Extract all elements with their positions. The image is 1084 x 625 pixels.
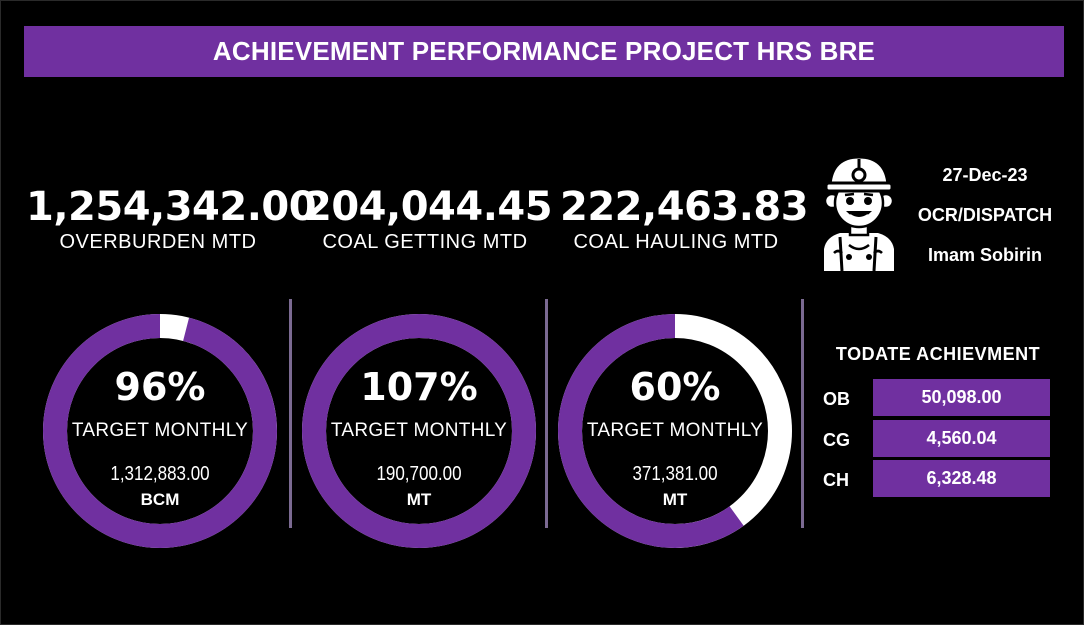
donut-chart [302, 314, 536, 548]
gauge-percent: 96% [114, 365, 206, 409]
gauge-coal-hauling: 60% TARGET MONTHLY 371,381.00 MT [556, 312, 794, 550]
divider [545, 299, 548, 528]
gauge-unit: MT [406, 490, 432, 509]
gauge-percent: 60% [629, 365, 721, 409]
donut-chart [558, 314, 792, 548]
kpi-overburden: 1,254,342.00 OVERBURDEN MTD [26, 184, 317, 254]
kpi-label: COAL GETTING MTD [322, 231, 528, 253]
gauge-target: 1,312,883.00 [110, 463, 210, 485]
gauge-target: 190,700.00 [376, 463, 462, 485]
gauge-sub-label: TARGET MONTHLY [586, 420, 764, 441]
gauge-overburden: 96% TARGET MONTHLY 1,312,883.00 BCM [41, 312, 279, 550]
kpi-coal-hauling: 222,463.83 COAL HAULING MTD [560, 184, 809, 254]
todate-value-cg: 4,560.04 [873, 420, 1050, 457]
gauge-coal-getting: 107% TARGET MONTHLY 190,700.00 MT [300, 312, 538, 550]
todate-value-ob: 50,098.00 [873, 379, 1050, 416]
gauge-unit: MT [662, 490, 688, 509]
kpi-value: 1,254,342.00 [26, 184, 317, 230]
divider [801, 299, 804, 528]
gauge-unit: BCM [140, 490, 180, 509]
gauge-sub-label: TARGET MONTHLY [330, 420, 508, 441]
kpi-coal-getting: 204,044.45 COAL GETTING MTD [304, 184, 553, 254]
kpi-label: OVERBURDEN MTD [59, 231, 257, 253]
todate-label-ch: CH [823, 470, 849, 490]
miner-icon [823, 155, 895, 272]
kpi-label: COAL HAULING MTD [573, 231, 779, 253]
donut-progress-arc [43, 314, 277, 548]
donut-progress-arc [302, 314, 536, 548]
divider [289, 299, 292, 528]
donut-chart [43, 314, 277, 548]
gauge-percent: 107% [360, 365, 478, 409]
title-bar: ACHIEVEMENT PERFORMANCE PROJECT HRS BRE [24, 26, 1064, 77]
todate-value-ch: 6,328.48 [873, 460, 1050, 497]
page-title: ACHIEVEMENT PERFORMANCE PROJECT HRS BRE [212, 36, 876, 66]
kpi-value: 222,463.83 [560, 184, 809, 230]
report-role: OCR/DISPATCH [917, 205, 1053, 225]
donut-progress-arc [558, 314, 792, 548]
report-name: Imam Sobirin [927, 245, 1043, 265]
kpi-value: 204,044.45 [304, 184, 553, 230]
gauge-sub-label: TARGET MONTHLY [71, 420, 249, 441]
todate-heading: TODATE ACHIEVMENT [835, 344, 1041, 364]
gauge-target: 371,381.00 [632, 463, 718, 485]
todate-label-ob: OB [823, 389, 850, 409]
report-date: 27-Dec-23 [942, 165, 1028, 185]
todate-label-cg: CG [823, 430, 850, 450]
